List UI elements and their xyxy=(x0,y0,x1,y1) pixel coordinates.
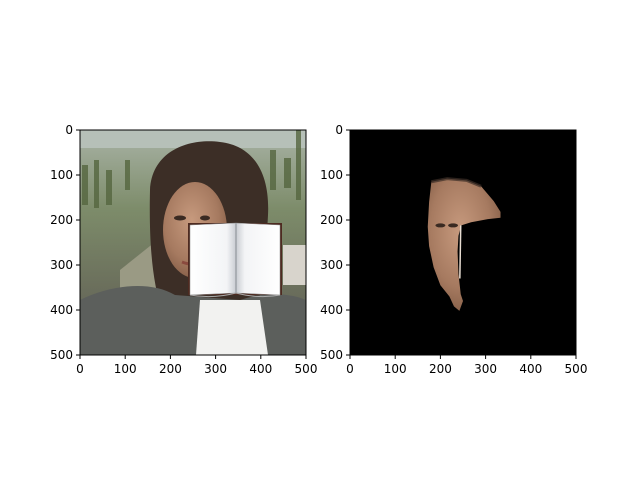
mask-face-features xyxy=(435,223,462,279)
photo-sky xyxy=(80,130,306,148)
right-x-tick-label: 500 xyxy=(565,362,588,376)
right-x-tick-label: 0 xyxy=(346,362,354,376)
mask-background xyxy=(350,130,576,355)
left-x-tick-label: 100 xyxy=(114,362,137,376)
left-y-tick-label: 100 xyxy=(50,168,73,182)
left-x-tick-label: 0 xyxy=(76,362,84,376)
left-y-tick-label: 200 xyxy=(50,213,73,227)
left-x-tick-label: 300 xyxy=(204,362,227,376)
photo-shirt xyxy=(196,300,268,355)
left-y-tick-label: 400 xyxy=(50,303,73,317)
right-y-tick-label: 400 xyxy=(320,303,343,317)
right-image-panel xyxy=(350,130,576,355)
right-x-tick-label: 300 xyxy=(474,362,497,376)
left-y-tick-label: 500 xyxy=(50,348,73,362)
right-axes-frame xyxy=(349,129,577,356)
left-image-panel xyxy=(80,130,306,355)
left-y-tick-label: 300 xyxy=(50,258,73,272)
visible-face-region xyxy=(427,178,501,311)
right-y-tick-label: 500 xyxy=(320,348,343,362)
photo-trees xyxy=(82,130,301,208)
right-x-tick-label: 100 xyxy=(384,362,407,376)
book-occluder xyxy=(188,222,282,298)
mask-eye xyxy=(435,223,446,228)
right-y-tick-label: 300 xyxy=(320,258,343,272)
right-y-tick-label: 0 xyxy=(335,123,343,137)
left-axes-frame xyxy=(79,129,307,356)
mask-eye xyxy=(448,223,459,228)
mask-hair-edge xyxy=(431,177,482,188)
mask-occluder-edge xyxy=(459,225,462,279)
right-x-tick-label: 400 xyxy=(519,362,542,376)
right-y-tick-label: 100 xyxy=(320,168,343,182)
photo-eyes xyxy=(174,215,210,221)
photo-fence xyxy=(283,245,306,285)
left-x-tick-label: 400 xyxy=(249,362,272,376)
right-x-tick-label: 200 xyxy=(429,362,452,376)
right-y-tick-label: 200 xyxy=(320,213,343,227)
left-y-tick-label: 0 xyxy=(65,123,73,137)
left-x-tick-label: 200 xyxy=(159,362,182,376)
left-x-tick-label: 500 xyxy=(295,362,318,376)
